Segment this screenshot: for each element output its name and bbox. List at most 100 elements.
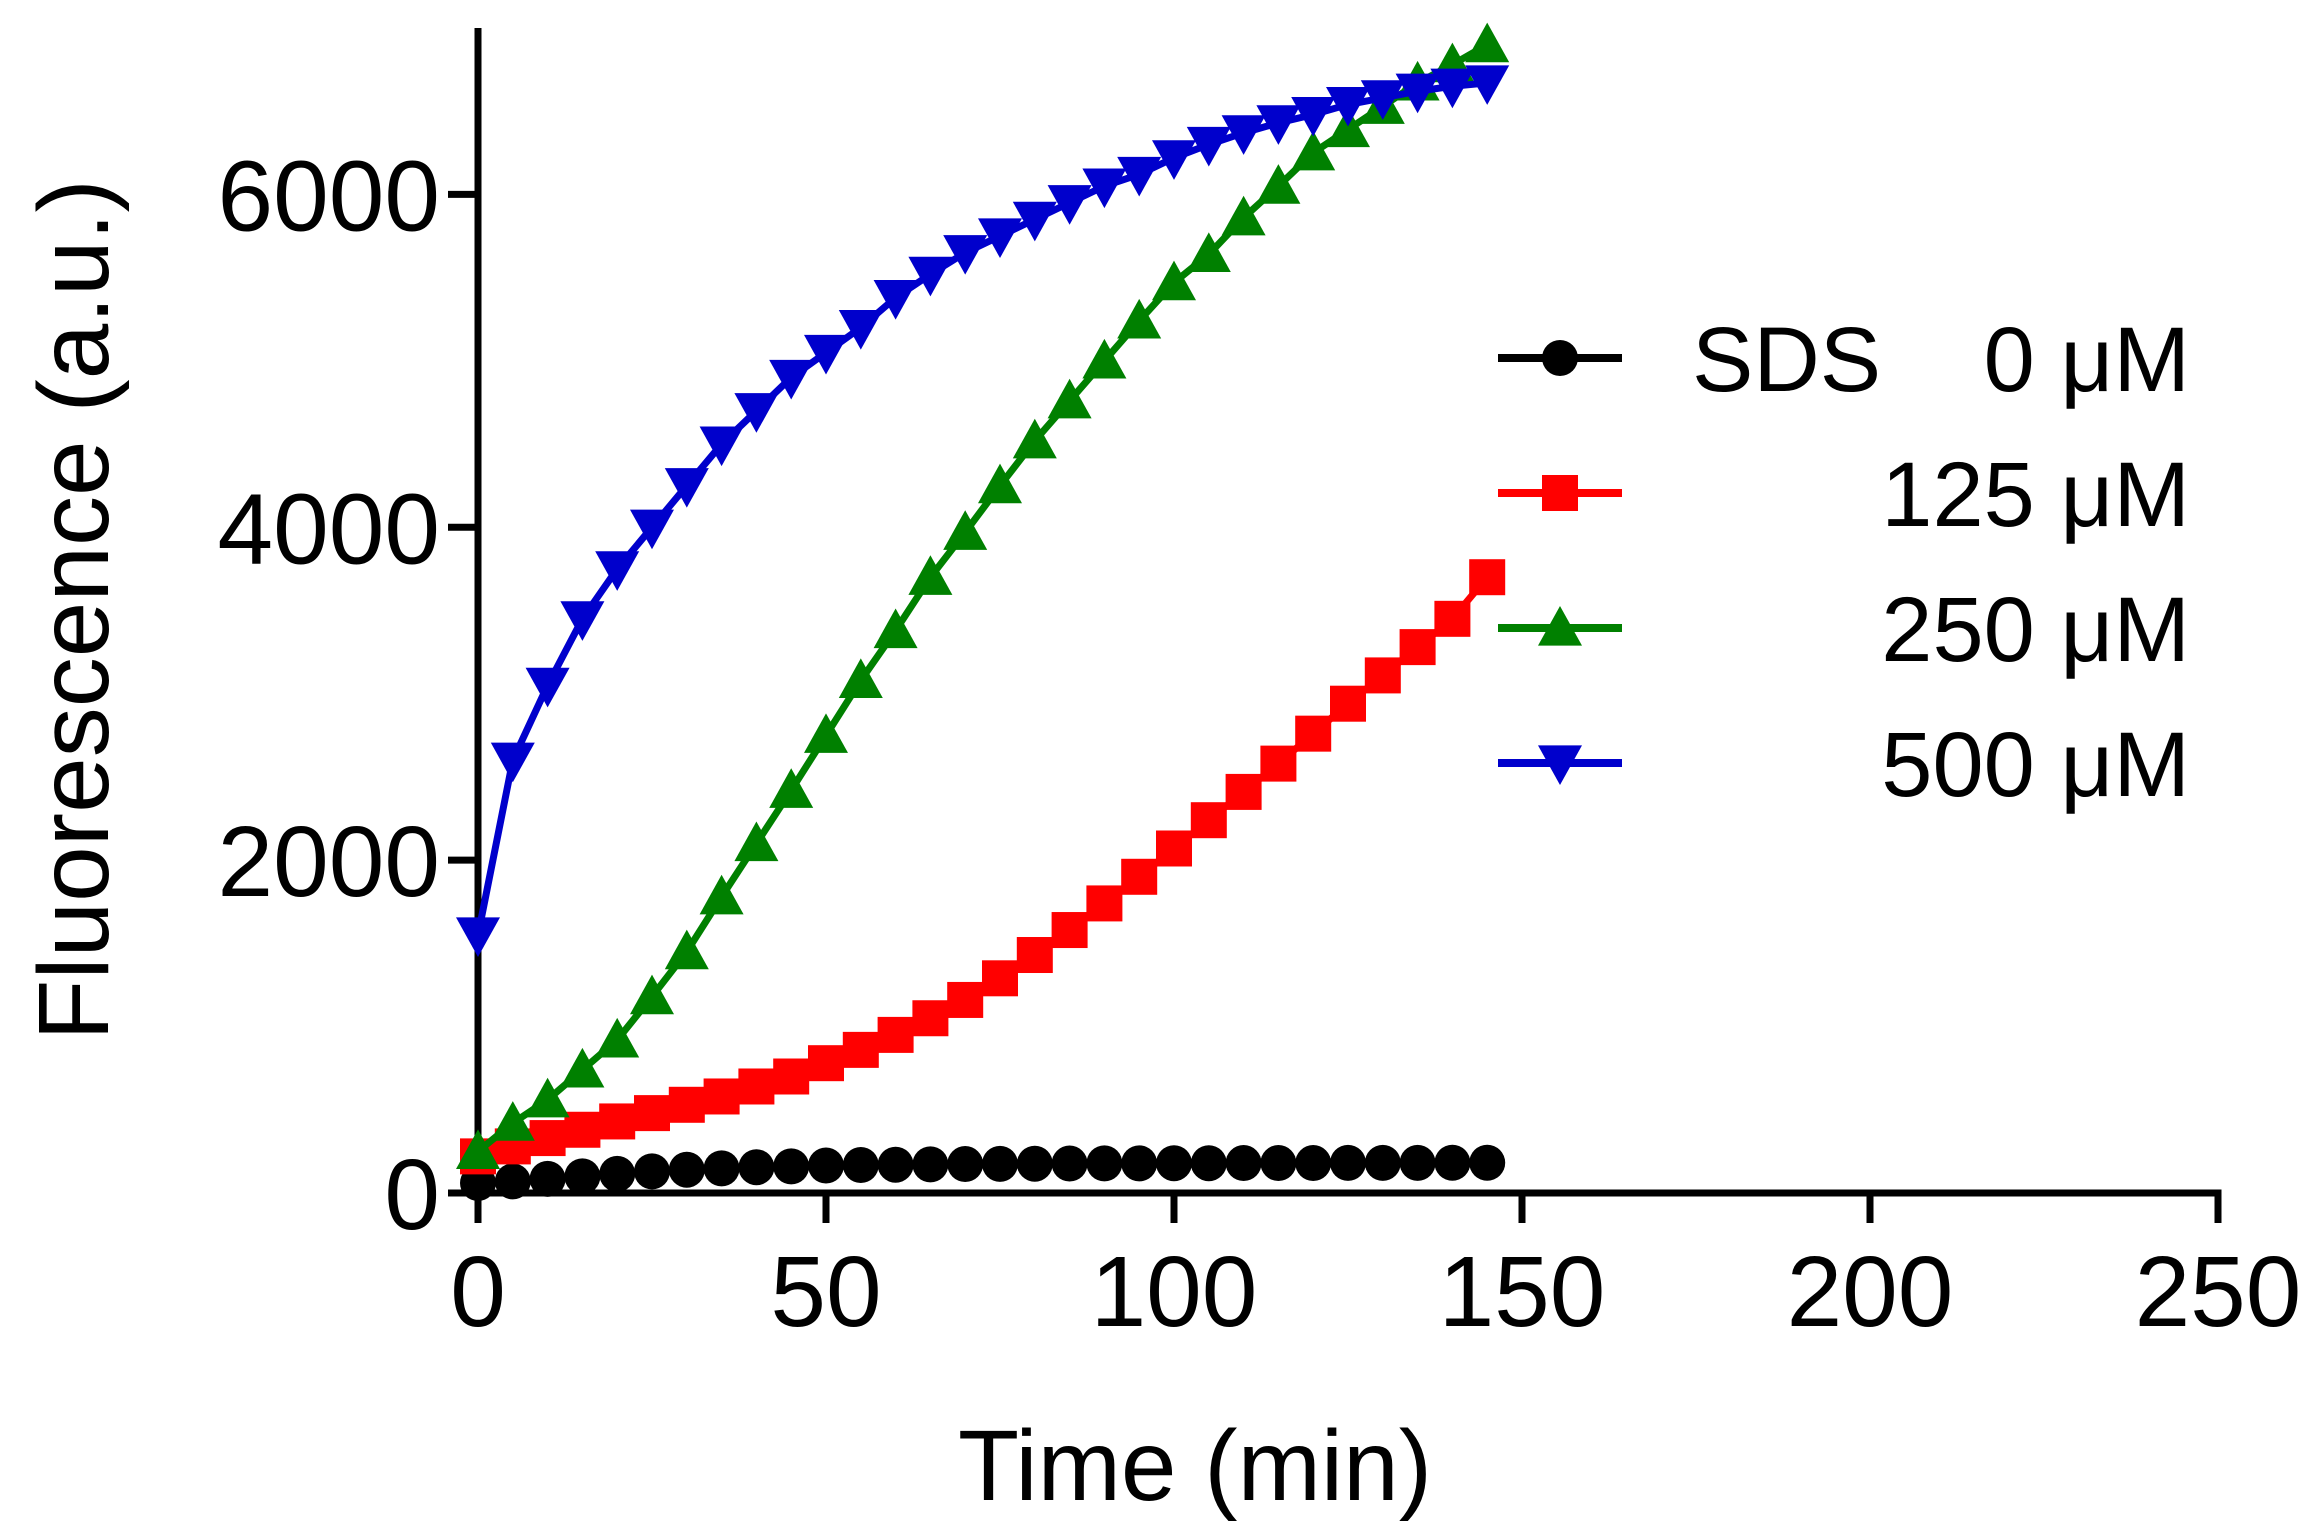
legend-item: 500 μM [1498,714,2190,816]
y-tick-label: 4000 [218,473,440,585]
legend-marker [1538,745,1582,785]
x-tick-label: 0 [450,1236,506,1348]
data-point [978,218,1022,259]
data-point [1152,140,1196,180]
data-point [1086,1145,1123,1182]
data-point [564,1158,601,1195]
data-point [1469,1144,1506,1181]
data-point [1256,105,1301,145]
data-point [908,256,953,297]
data-point [1012,418,1057,459]
data-point [1051,1145,1088,1182]
data-point [808,1045,844,1082]
data-point [1186,232,1231,272]
data-point [877,1146,914,1183]
data-point [912,1146,949,1183]
legend-item: 0 μM [1498,309,2190,411]
data-point [838,658,883,698]
y-tick-label: 2000 [218,806,440,918]
data-point [560,601,605,641]
data-point [1117,156,1162,197]
y-tick-label: 6000 [218,140,440,252]
data-point [703,1078,740,1115]
data-point [1082,338,1127,379]
data-point [1156,830,1192,867]
data-point [1082,168,1127,209]
data-point [703,1150,740,1187]
legend-marker [1542,475,1578,511]
data-point [1465,22,1510,63]
data-point [947,1146,984,1183]
data-point [595,1017,640,1058]
data-point [877,1016,914,1053]
data-point [734,821,779,862]
data-point [699,874,744,915]
data-point [908,555,953,595]
data-point [1221,195,1266,236]
data-point [494,1163,531,1200]
data-point [1295,715,1332,752]
data-point [1291,96,1336,137]
data-point [1012,201,1057,242]
data-point [456,1129,500,1169]
data-point [808,1147,844,1184]
data-point [838,309,883,350]
data-point [525,667,570,708]
data-point [560,1047,605,1088]
data-point [1086,885,1123,922]
data-point [769,359,814,400]
data-point [634,1095,670,1132]
data-point [1430,68,1475,109]
data-point [1156,1145,1192,1182]
data-point [1364,657,1401,694]
x-tick-label: 150 [1439,1236,1606,1348]
data-point [804,713,848,753]
x-tick-label: 250 [2135,1236,2302,1348]
data-point [1190,1145,1227,1182]
data-point [1399,629,1436,666]
data-point [738,1068,775,1105]
data-point [1364,1144,1401,1181]
data-point [1190,802,1227,839]
data-point [1360,80,1405,120]
legend-item: 250 μM [1498,579,2190,681]
x-axis-title: Time (min) [958,1410,1432,1522]
data-point [738,1149,775,1186]
series-line [477,574,1490,1160]
data-point [1395,73,1440,114]
data-point [1016,1145,1053,1182]
data-point [1469,559,1506,596]
data-point [490,742,535,783]
data-point [982,960,1018,997]
y-tick-label: 0 [384,1139,440,1251]
legend-label: 125 μM [1881,444,2190,546]
series-layer [456,22,1510,1202]
data-point [1326,86,1370,127]
data-point [943,510,988,550]
data-point [529,1160,566,1197]
data-point [634,1153,670,1190]
data-point [773,1058,810,1095]
data-point [564,1111,601,1148]
data-point [1330,1144,1366,1181]
data-point [1047,185,1092,225]
data-point [1121,1145,1158,1182]
data-point [773,1148,810,1185]
legend-marker [1538,606,1582,646]
data-point [529,1120,566,1157]
data-point [525,1077,570,1118]
data-point [1465,65,1510,105]
data-point [978,463,1022,504]
data-point [456,917,500,958]
data-point [595,551,640,591]
data-point [1434,1144,1471,1181]
data-point [1117,298,1162,339]
legend-label: 250 μM [1881,579,2190,681]
data-point [1047,378,1092,419]
data-point [1330,685,1366,722]
data-point [1225,1145,1262,1182]
legend-marker [1542,340,1578,376]
data-point [599,1155,636,1192]
data-point [734,393,779,433]
